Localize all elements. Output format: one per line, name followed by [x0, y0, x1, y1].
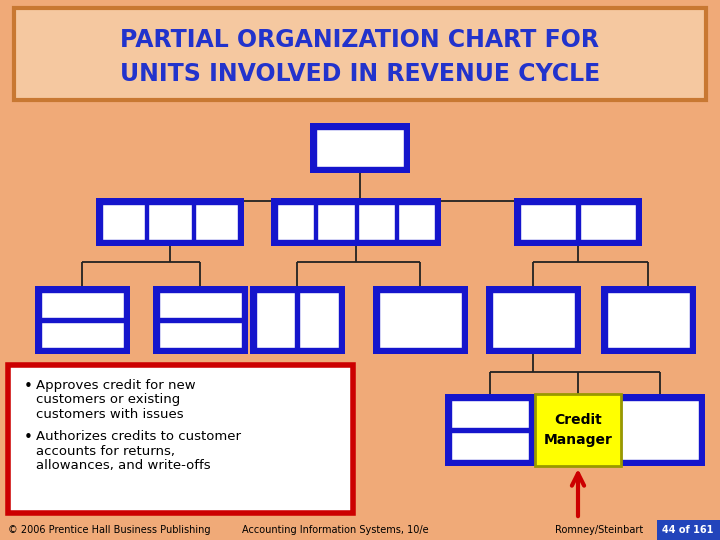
Bar — [316, 129, 404, 167]
Bar — [35, 286, 130, 354]
Bar — [535, 394, 621, 466]
Bar — [102, 204, 145, 240]
Text: •: • — [24, 379, 33, 394]
Text: © 2006 Prentice Hall Business Publishing: © 2006 Prentice Hall Business Publishing — [8, 525, 210, 535]
Bar — [600, 286, 696, 354]
Text: Authorizes credits to customer: Authorizes credits to customer — [36, 430, 241, 443]
Bar — [445, 394, 535, 466]
Bar — [485, 286, 580, 354]
Text: •: • — [24, 430, 33, 445]
Bar — [299, 292, 338, 348]
Bar — [492, 292, 575, 348]
Bar — [96, 198, 244, 246]
Bar — [318, 204, 354, 240]
Text: Approves credit for new: Approves credit for new — [36, 379, 196, 392]
Text: UNITS INVOLVED IN REVENUE CYCLE: UNITS INVOLVED IN REVENUE CYCLE — [120, 62, 600, 86]
Bar — [277, 204, 314, 240]
Bar — [271, 198, 441, 246]
Bar — [358, 204, 395, 240]
Bar — [40, 292, 124, 318]
Bar — [657, 520, 720, 540]
Bar — [379, 292, 462, 348]
Text: customers or existing: customers or existing — [36, 394, 180, 407]
Bar — [451, 432, 529, 460]
Bar — [606, 292, 690, 348]
Bar — [580, 204, 636, 240]
Bar — [615, 394, 705, 466]
Bar — [397, 204, 435, 240]
Bar — [194, 204, 238, 240]
Bar — [40, 322, 124, 348]
Bar — [158, 322, 241, 348]
Bar — [256, 292, 295, 348]
Bar — [158, 292, 241, 318]
Bar — [0, 520, 720, 540]
Bar — [148, 204, 192, 240]
Bar — [8, 365, 353, 513]
Bar — [451, 400, 529, 428]
Bar — [153, 286, 248, 354]
Text: customers with issues: customers with issues — [36, 408, 184, 421]
Bar — [520, 204, 576, 240]
Text: PARTIAL ORGANIZATION CHART FOR: PARTIAL ORGANIZATION CHART FOR — [120, 28, 600, 52]
Text: Romney/Steinbart: Romney/Steinbart — [555, 525, 643, 535]
Text: Accounting Information Systems, 10/e: Accounting Information Systems, 10/e — [242, 525, 428, 535]
Bar — [14, 8, 706, 100]
Bar — [310, 123, 410, 173]
Text: Credit: Credit — [554, 413, 602, 427]
Text: Manager: Manager — [544, 433, 613, 447]
Text: allowances, and write-offs: allowances, and write-offs — [36, 460, 211, 472]
Text: accounts for returns,: accounts for returns, — [36, 445, 175, 458]
Bar — [514, 198, 642, 246]
Bar — [621, 400, 699, 460]
Bar — [372, 286, 467, 354]
Text: 44 of 161: 44 of 161 — [662, 525, 714, 535]
Bar — [250, 286, 344, 354]
